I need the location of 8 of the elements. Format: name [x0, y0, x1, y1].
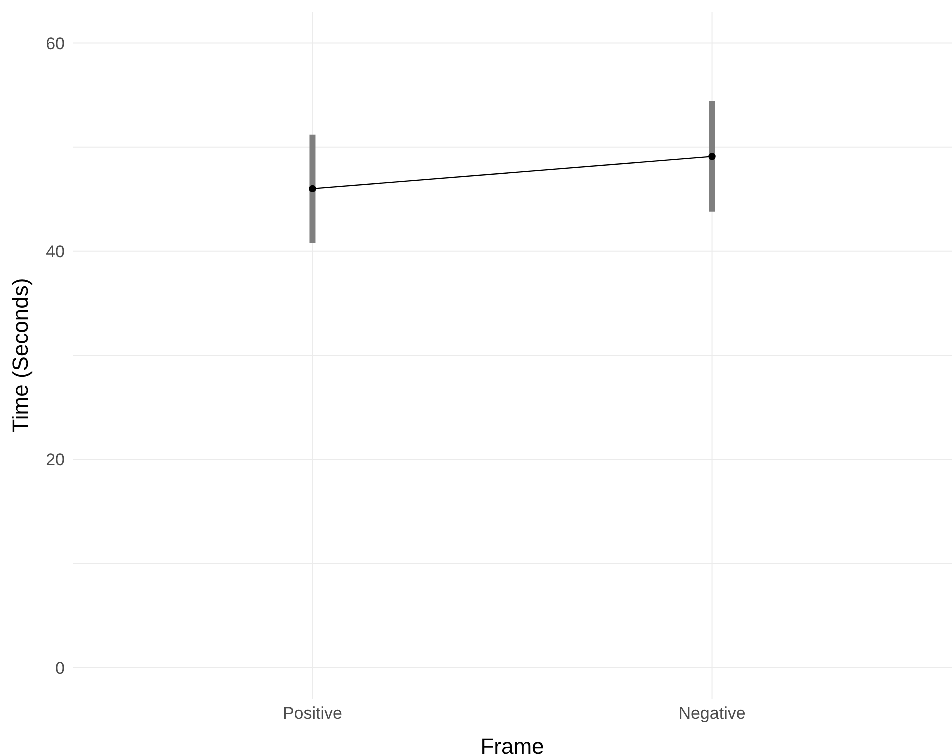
y-axis-title: Time (Seconds) — [8, 278, 33, 433]
y-tick-label: 40 — [46, 242, 65, 262]
x-axis-title: Frame — [480, 734, 544, 754]
x-tick-label: Positive — [282, 704, 342, 724]
y-tick-label: 0 — [56, 658, 65, 678]
y-tick-label: 60 — [46, 34, 65, 54]
y-tick-label: 20 — [46, 450, 65, 470]
x-tick-label: Negative — [678, 704, 746, 724]
